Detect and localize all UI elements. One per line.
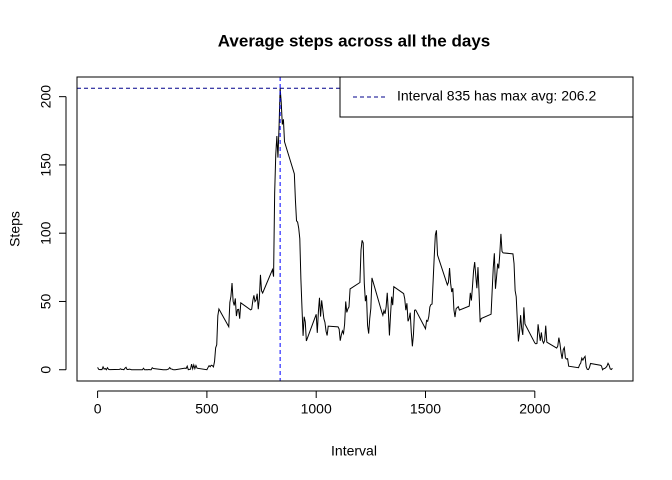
x-tick-label: 1000 [301, 401, 332, 417]
y-tick-label: 50 [38, 293, 54, 309]
legend-label: Interval 835 has max avg: 206.2 [397, 88, 596, 104]
chart-title: Average steps across all the days [218, 31, 490, 50]
y-tick-label: 150 [38, 153, 54, 177]
y-axis-label: Steps [7, 211, 23, 247]
data-line [97, 88, 613, 371]
plot-frame [76, 76, 634, 382]
y-tick-label: 100 [38, 221, 54, 245]
x-tick-label: 2000 [519, 401, 550, 417]
legend-box [339, 76, 634, 118]
y-tick-label: 200 [38, 85, 54, 109]
x-tick-label: 1500 [410, 401, 441, 417]
x-tick-label: 500 [195, 401, 219, 417]
x-axis-label: Interval [331, 443, 377, 459]
y-tick-label: 0 [38, 366, 54, 374]
x-tick-label: 0 [94, 401, 102, 417]
